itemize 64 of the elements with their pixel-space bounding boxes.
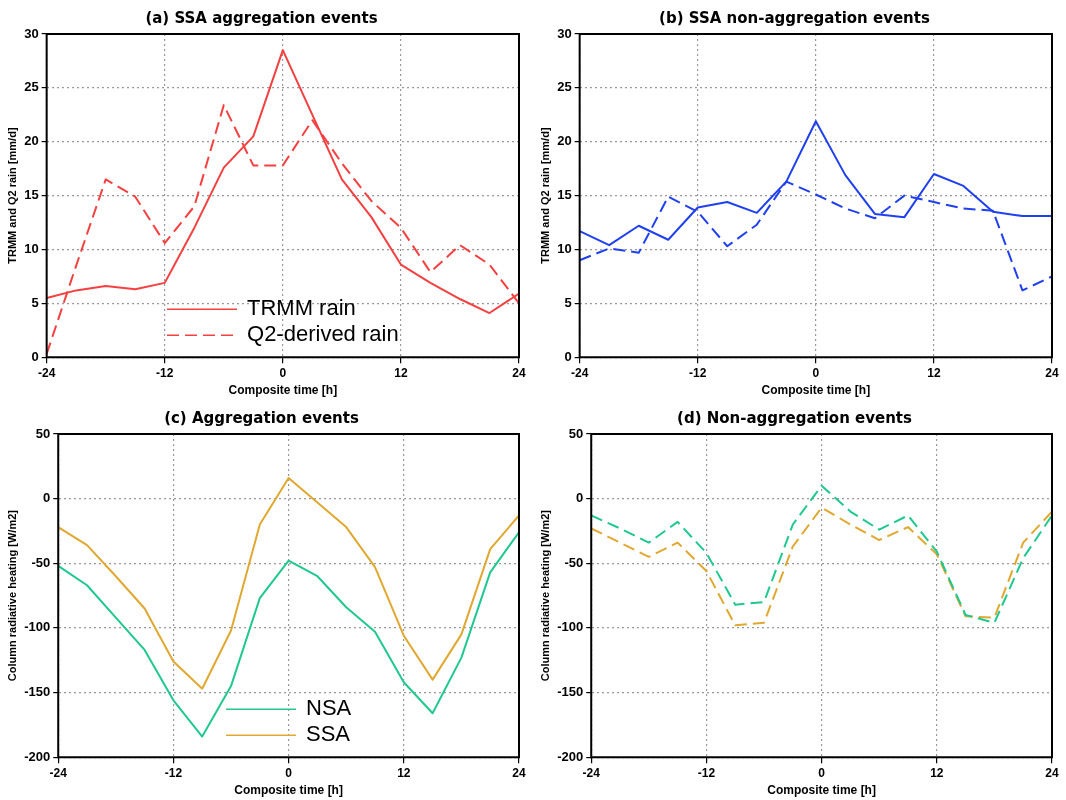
y-tick-label: 20 [557, 133, 572, 149]
y-tick-label: 0 [42, 490, 51, 506]
x-tick-label: -12 [156, 365, 174, 380]
y-tick-label: 10 [24, 241, 39, 257]
x-tick-label: -24 [37, 365, 56, 380]
x-tick-label: -24 [570, 365, 589, 380]
line-series [591, 506, 1052, 627]
y-tick-label: 0 [564, 348, 572, 364]
legend-label: SSA [305, 721, 351, 747]
chart-title: (d) Non-aggregation events [677, 408, 913, 427]
y-tick-label: -100 [557, 619, 584, 635]
y-tick-label: -100 [24, 619, 51, 635]
x-tick-label: 24 [1045, 365, 1059, 380]
y-tick-label: -50 [564, 554, 584, 570]
x-tick-label: 12 [394, 365, 408, 380]
x-tick-label: 0 [285, 765, 293, 780]
y-tick-label: 50 [568, 425, 584, 441]
y-tick-label: 20 [24, 133, 39, 149]
x-axis-title: Composite time [h] [767, 783, 876, 798]
legend-label: Q2-derived rain [247, 321, 399, 347]
y-tick-label: 25 [24, 79, 39, 95]
y-tick-label: 5 [31, 294, 39, 310]
y-tick-label: -150 [24, 684, 51, 700]
y-tick-label: 0 [31, 348, 39, 364]
y-axis-title: TRMM and Q2 rain [mm/d] [538, 127, 551, 264]
y-tick-label: -150 [557, 684, 584, 700]
x-tick-label: -24 [582, 765, 601, 780]
y-tick-label: 25 [557, 79, 572, 95]
x-tick-label: 24 [512, 765, 526, 780]
x-tick-label: 0 [279, 365, 287, 380]
y-tick-label: -200 [557, 748, 584, 764]
legend-label: TRMM rain [247, 295, 356, 321]
y-axis-title: TRMM and Q2 rain [mm/d] [5, 127, 18, 264]
line-series [591, 484, 1052, 624]
x-tick-label: 0 [818, 765, 826, 780]
y-tick-label: 50 [35, 425, 51, 441]
y-tick-label: 30 [24, 25, 39, 41]
y-tick-label: -200 [24, 748, 51, 764]
x-tick-label: 24 [512, 365, 526, 380]
y-tick-label: 5 [564, 294, 572, 310]
y-tick-label: 30 [557, 25, 572, 41]
chart-title: (a) SSA aggregation events [145, 8, 378, 27]
chart-title: (c) Aggregation events [164, 408, 359, 427]
x-tick-label: -12 [164, 765, 183, 780]
y-axis-title: Column radiative heating [W/m2] [5, 509, 18, 682]
y-axis-title: Column radiative heating [W/m2] [538, 509, 551, 682]
legend-label: NSA [305, 695, 352, 721]
x-tick-label: -12 [689, 365, 707, 380]
y-tick-label: 15 [24, 187, 39, 203]
y-tick-label: 10 [557, 241, 572, 257]
x-tick-label: -12 [697, 765, 716, 780]
x-tick-label: 12 [930, 765, 944, 780]
x-tick-label: 0 [812, 365, 820, 380]
x-tick-label: 24 [1045, 765, 1059, 780]
x-axis-title: Composite time [h] [228, 383, 338, 398]
y-tick-label: -50 [31, 554, 51, 570]
chart-title: (b) SSA non-aggregation events [659, 8, 930, 27]
x-axis-title: Composite time [h] [761, 383, 871, 398]
x-tick-label: -24 [49, 765, 68, 780]
y-tick-label: 15 [557, 187, 572, 203]
y-tick-label: 0 [575, 490, 584, 506]
x-tick-label: 12 [927, 365, 941, 380]
x-tick-label: 12 [397, 765, 411, 780]
x-axis-title: Composite time [h] [234, 783, 343, 798]
